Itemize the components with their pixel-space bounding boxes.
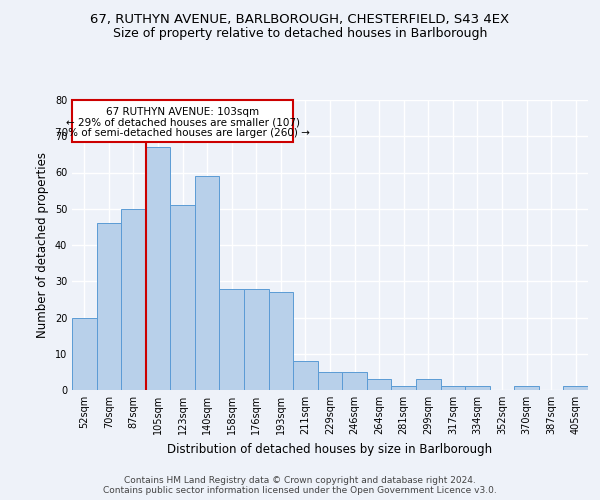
Text: 70% of semi-detached houses are larger (260) →: 70% of semi-detached houses are larger (… xyxy=(55,128,310,138)
Text: Size of property relative to detached houses in Barlborough: Size of property relative to detached ho… xyxy=(113,28,487,40)
Text: 67 RUTHYN AVENUE: 103sqm: 67 RUTHYN AVENUE: 103sqm xyxy=(106,106,259,117)
X-axis label: Distribution of detached houses by size in Barlborough: Distribution of detached houses by size … xyxy=(167,442,493,456)
Bar xyxy=(440,386,465,390)
Text: 67, RUTHYN AVENUE, BARLBOROUGH, CHESTERFIELD, S43 4EX: 67, RUTHYN AVENUE, BARLBOROUGH, CHESTERF… xyxy=(91,12,509,26)
Bar xyxy=(367,379,391,390)
Bar xyxy=(244,288,269,390)
Bar xyxy=(72,318,97,390)
Bar xyxy=(195,176,220,390)
Bar xyxy=(220,288,244,390)
Bar xyxy=(121,209,146,390)
Bar xyxy=(97,223,121,390)
Bar xyxy=(465,386,490,390)
Bar xyxy=(170,205,195,390)
Bar xyxy=(563,386,588,390)
Y-axis label: Number of detached properties: Number of detached properties xyxy=(36,152,49,338)
Bar xyxy=(391,386,416,390)
Bar xyxy=(269,292,293,390)
Bar xyxy=(342,372,367,390)
Bar xyxy=(318,372,342,390)
Bar xyxy=(293,361,318,390)
FancyBboxPatch shape xyxy=(72,100,293,141)
Bar xyxy=(146,147,170,390)
Bar xyxy=(416,379,440,390)
Bar xyxy=(514,386,539,390)
Text: Contains HM Land Registry data © Crown copyright and database right 2024.
Contai: Contains HM Land Registry data © Crown c… xyxy=(103,476,497,495)
Text: ← 29% of detached houses are smaller (107): ← 29% of detached houses are smaller (10… xyxy=(65,118,299,128)
